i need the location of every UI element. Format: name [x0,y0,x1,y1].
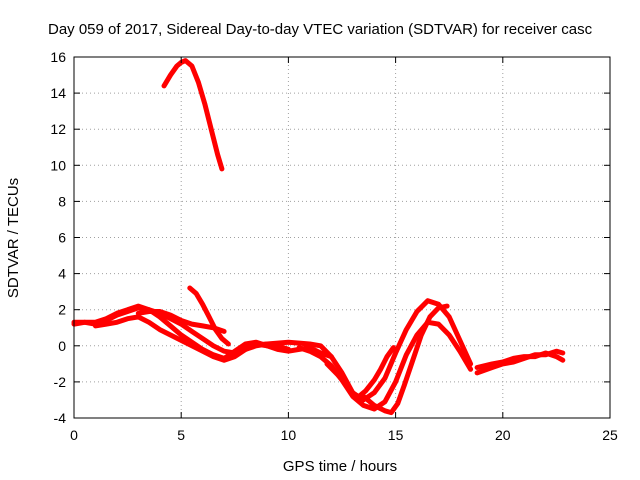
x-tick-label: 10 [281,427,297,443]
series-track-k [474,348,566,376]
x-tick-label: 0 [70,427,78,443]
y-tick-label: 6 [58,230,66,246]
grid-lines [74,57,610,418]
y-tick-label: 0 [58,338,66,354]
y-tick-label: 14 [50,85,66,101]
axis-ticks: 0 5 10 15 20 25 -4 -2 0 2 4 6 8 10 12 14 16 [50,49,618,443]
y-tick-label: -4 [54,410,67,426]
series-arc-high [161,58,225,172]
y-tick-label: -2 [54,374,67,390]
series-track-h [324,345,396,401]
y-tick-label: 10 [50,157,66,173]
chart-title: Day 059 of 2017, Sidereal Day-to-day VTE… [48,21,593,38]
y-axis-label: SDTVAR / TECUs [5,178,22,298]
x-tick-label: 20 [495,427,511,443]
series-track-d [135,309,227,334]
x-tick-label: 5 [177,427,185,443]
series-track-f [243,298,474,403]
y-tick-label: 2 [58,302,66,318]
y-tick-label: 8 [58,193,66,209]
y-tick-label: 16 [50,49,66,65]
x-axis-label: GPS time / hours [283,458,397,475]
series-track-i [360,303,450,416]
data-series [71,58,566,416]
y-tick-label: 12 [50,121,66,137]
series-track-e [187,285,231,347]
x-tick-label: 15 [388,427,404,443]
y-tick-label: 4 [58,266,66,282]
x-tick-label: 25 [602,427,618,443]
